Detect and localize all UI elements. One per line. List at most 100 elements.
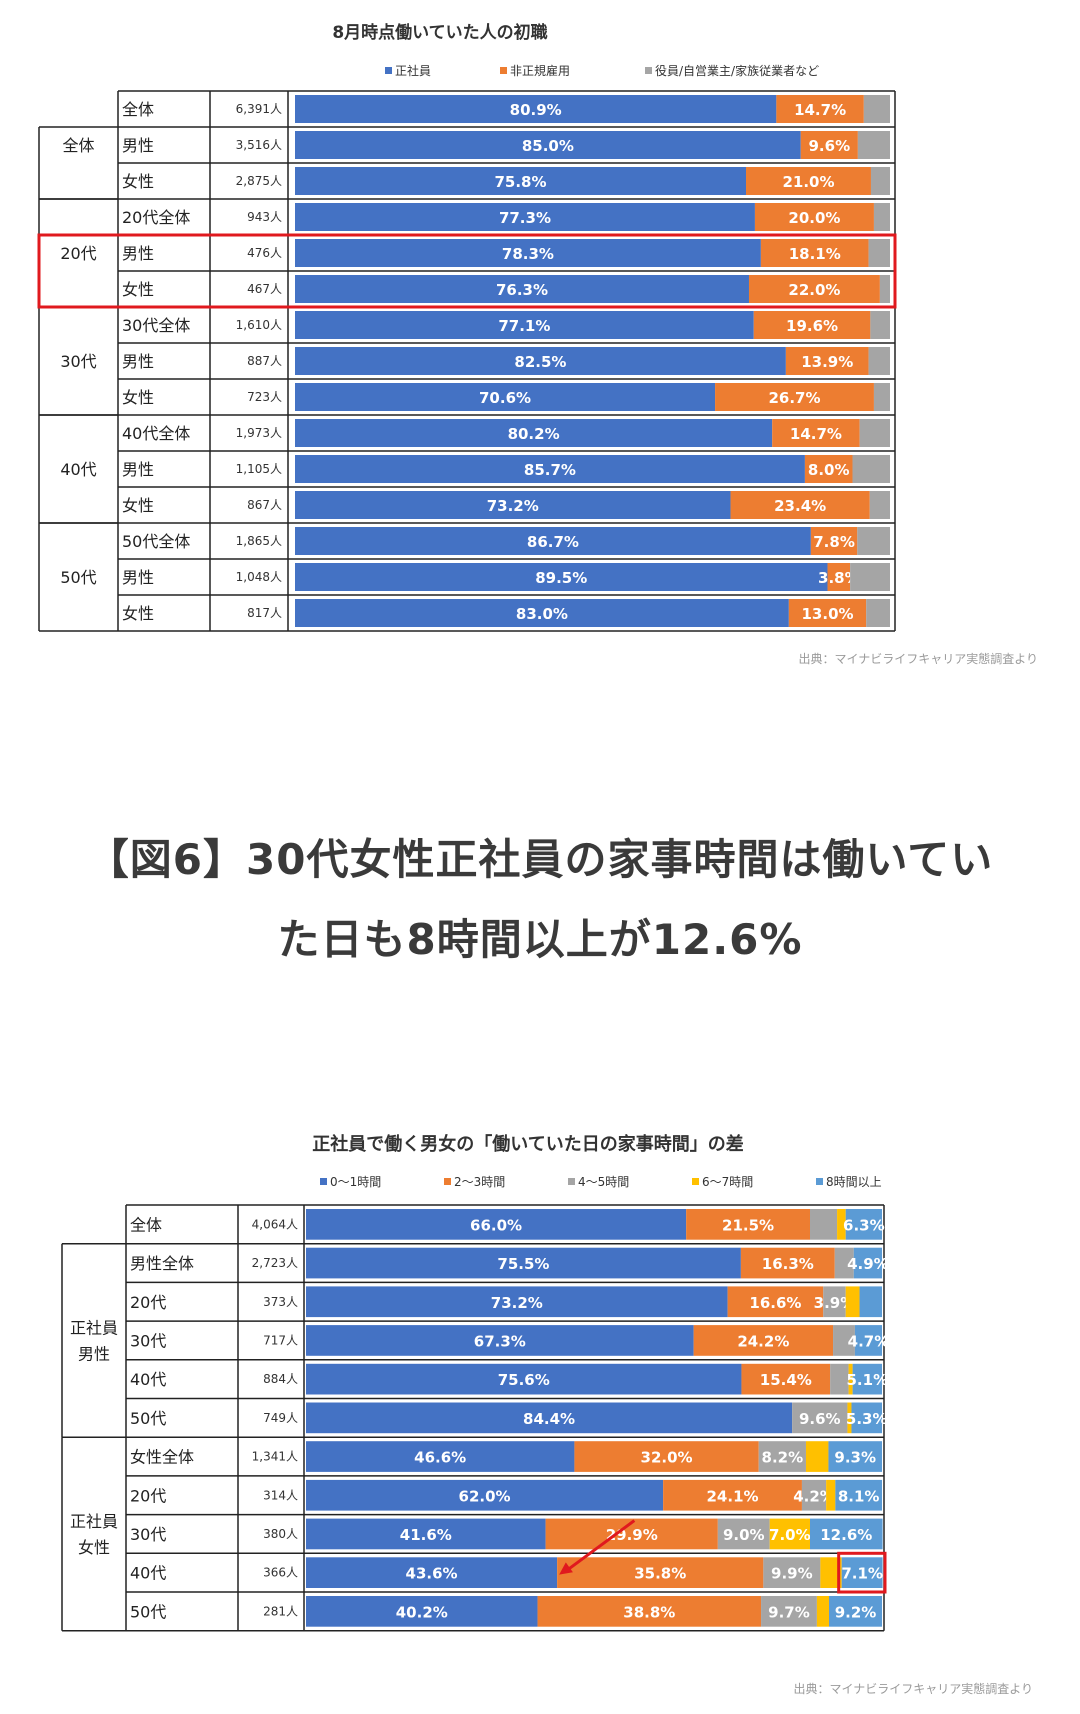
c1-source: 出典：マイナビライフキャリア実態調査より [798, 651, 1038, 666]
c2-bar-segment [758, 1441, 806, 1472]
c1-legend-swatch [500, 67, 507, 74]
c1-bar-segment [753, 311, 871, 339]
c2-bar-segment [837, 1209, 846, 1240]
c1-legend-label: 正社員 [395, 63, 431, 78]
housework-hours-chart: 正社員で働く男女の「働いていた日の家事時間」の差 0～1時間 2～3時間 4～5時間 6… [61, 1133, 1033, 1696]
c1-bar-segment [748, 275, 880, 303]
c1-row-label: 男性 [122, 568, 154, 587]
c2-row-count: 1,341人 [252, 1450, 298, 1464]
c2-bar-segment [853, 1247, 882, 1279]
c2-title: 正社員で働く男女の「働いていた日の家事時間」の差 [312, 1133, 743, 1155]
c1-data-label: 8.0% [808, 461, 850, 479]
c1-data-label: 80.9% [510, 101, 562, 119]
c2-source: 出典：マイナビライフキャリア実態調査より [793, 1681, 1033, 1696]
c1-data-label: 85.0% [522, 137, 574, 155]
c2-bar-segment [810, 1209, 838, 1240]
c1-data-label: 7.8% [813, 533, 855, 551]
c2-bar-segment [306, 1247, 741, 1279]
c2-bar-segment [763, 1557, 821, 1588]
c2-data-label: 7.0% [769, 1526, 811, 1544]
c1-data-label: 3.8% [818, 569, 860, 587]
c2-data-label: 67.3% [474, 1332, 526, 1350]
c1-bar-segment [810, 527, 858, 555]
c2-group-label: 正社員 [70, 1318, 118, 1337]
c1-data-label: 76.3% [496, 281, 548, 299]
c1-bar-segment [873, 383, 890, 411]
c1-bar-segment [730, 491, 870, 519]
c2-bar-segment [306, 1479, 664, 1511]
c1-row-count: 467人 [247, 282, 282, 296]
c1-bar-segment [295, 203, 755, 231]
c1-bar-segment [295, 491, 731, 519]
c2-data-label: 5.3% [846, 1410, 888, 1428]
c1-data-label: 18.1% [789, 245, 841, 263]
c2-data-label: 46.6% [414, 1449, 466, 1467]
c2-data-label: 9.9% [771, 1565, 813, 1583]
c2-bar-segment [740, 1247, 835, 1279]
c1-data-label: 78.3% [502, 245, 554, 263]
c2-data-label: 75.5% [497, 1255, 549, 1273]
c1-bar-segment [715, 383, 874, 411]
c2-row-count: 314人 [263, 1488, 298, 1502]
c2-bar-segment [769, 1518, 810, 1550]
c1-bar-segment [776, 95, 864, 123]
c1-row-count: 2,875人 [236, 174, 282, 188]
c1-bar-segment [295, 131, 801, 159]
c2-data-label: 9.2% [835, 1603, 877, 1621]
c2-row-count: 380人 [263, 1527, 298, 1541]
c1-bar-segment [869, 491, 890, 519]
c1-row-count: 3,516人 [236, 138, 282, 152]
c1-data-label: 85.7% [524, 461, 576, 479]
c2-bar-segment [574, 1441, 759, 1472]
c1-data-label: 19.6% [786, 317, 838, 335]
c2-bar-segment [727, 1286, 824, 1318]
c1-bar-segment [295, 599, 789, 627]
c2-data-label: 24.1% [707, 1487, 759, 1505]
c2-data-label: 62.0% [459, 1487, 511, 1505]
c1-bar-segment [788, 599, 867, 627]
c1-legend-label: 非正規雇用 [510, 63, 570, 78]
c1-bar-segment [295, 347, 786, 375]
c1-legend-swatch [385, 67, 392, 74]
c1-bar-segment [295, 527, 811, 555]
c1-row-count: 817人 [247, 606, 282, 620]
c2-data-label: 12.6% [820, 1526, 872, 1544]
c2-legend-label: 0～1時間 [330, 1175, 381, 1189]
c1-data-label: 80.2% [508, 425, 560, 443]
c2-bar-segment [816, 1596, 830, 1627]
c1-bar-segment [746, 167, 871, 195]
c1-bar-segment [850, 563, 890, 591]
c2-legend-swatch [444, 1178, 451, 1185]
c2-data-label: 9.7% [768, 1603, 810, 1621]
c2-bar-segment [845, 1209, 882, 1240]
c2-bar-segment [717, 1518, 770, 1550]
c2-bar-segment [557, 1557, 764, 1588]
c1-row-count: 1,973人 [236, 426, 282, 440]
c1-bar-segment [760, 239, 869, 267]
c1-highlight-box [37, 233, 897, 309]
c1-legend-swatch [645, 67, 652, 74]
c1-group-label: 全体 [62, 136, 94, 155]
c1-row-count: 1,048人 [236, 570, 282, 584]
c2-highlight-box [837, 1551, 887, 1594]
c2-legend-label: 8時間以上 [826, 1175, 882, 1189]
c1-bar-segment [295, 383, 716, 411]
c2-arrow-line [568, 1519, 636, 1570]
c2-row-count: 2,723人 [252, 1256, 298, 1270]
c2-data-label: 41.6% [400, 1526, 452, 1544]
c1-bar-segment [772, 419, 860, 447]
c1-bar-segment [863, 95, 890, 123]
c1-bar-segment [859, 419, 890, 447]
c1-row-label: 女性 [122, 388, 154, 407]
c2-data-label: 35.8% [634, 1565, 686, 1583]
c2-bar-segment [859, 1286, 882, 1318]
c1-row-count: 723人 [247, 390, 282, 404]
c1-row-label: 女性 [122, 172, 154, 191]
c1-row-label: 男性 [122, 136, 154, 155]
c2-row-label: 20代 [130, 1293, 166, 1312]
c2-row-count: 373人 [263, 1295, 298, 1309]
c2-bar-segment [851, 1402, 882, 1434]
c2-data-label: 16.6% [749, 1294, 801, 1312]
c2-bar-segment [830, 1363, 849, 1395]
c1-data-label: 13.0% [802, 605, 854, 623]
